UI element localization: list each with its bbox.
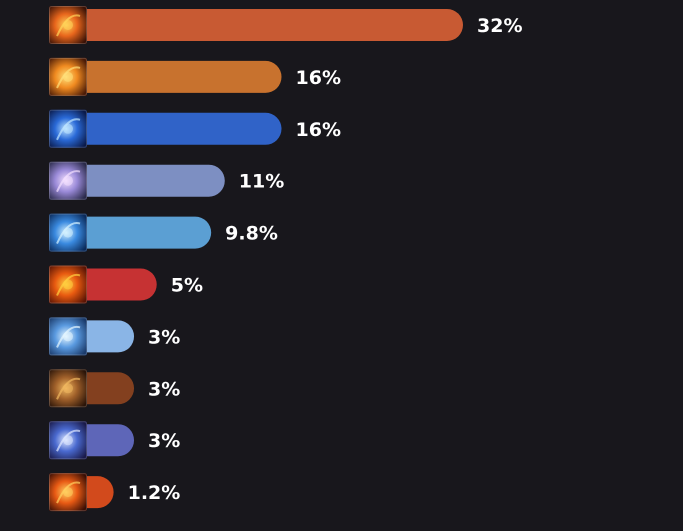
bar: [51, 9, 463, 41]
bar-value-label: 16%: [296, 119, 341, 141]
meteor-fire-icon: [49, 6, 87, 44]
bar-row: 16%: [49, 57, 341, 96]
bar-value-label: 3%: [148, 430, 180, 452]
crystal-flower-icon: [49, 161, 87, 200]
bar: [51, 164, 225, 197]
bar: [51, 216, 212, 249]
bar-value-label: 32%: [477, 15, 522, 37]
bar: [51, 60, 282, 93]
bar-row: 1.2%: [49, 473, 181, 512]
bar-value-label: 1.2%: [128, 482, 181, 504]
bar-value-label: 5%: [171, 275, 203, 297]
arcane-figure-icon: [49, 421, 87, 460]
bar-row: 5%: [49, 265, 203, 304]
frost-rune-icon: [49, 317, 87, 356]
bar-row: 9.8%: [49, 213, 278, 252]
bar-value-label: 3%: [148, 326, 180, 348]
bar-row: 3%: [49, 421, 180, 460]
bar-row: 3%: [49, 317, 180, 356]
fire-pillar-icon: [49, 473, 87, 512]
bar-value-label: 11%: [239, 171, 284, 193]
bar: [51, 112, 282, 145]
fireball-icon: [49, 57, 87, 96]
bar-value-label: 3%: [148, 378, 180, 400]
bar-row: 16%: [49, 109, 341, 148]
bar-row: 32%: [49, 6, 522, 44]
ice-shard-icon: [49, 213, 87, 252]
bar-row: 11%: [49, 161, 284, 200]
lightning-bolt-icon: [49, 109, 87, 148]
bar-value-label: 9.8%: [225, 223, 278, 245]
bar-row: 3%: [49, 369, 180, 408]
bar-value-label: 16%: [296, 67, 341, 89]
flame-wave-icon: [49, 265, 87, 304]
bronze-sigil-icon: [49, 369, 87, 408]
